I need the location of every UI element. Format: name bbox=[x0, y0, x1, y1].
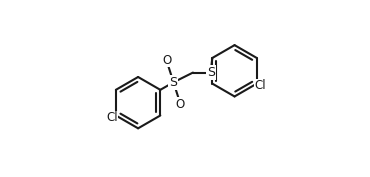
Text: S: S bbox=[169, 76, 178, 89]
Text: Cl: Cl bbox=[255, 79, 266, 92]
Text: O: O bbox=[163, 54, 172, 67]
Text: Cl: Cl bbox=[106, 111, 118, 124]
Text: S: S bbox=[207, 66, 215, 79]
Text: O: O bbox=[175, 98, 184, 111]
